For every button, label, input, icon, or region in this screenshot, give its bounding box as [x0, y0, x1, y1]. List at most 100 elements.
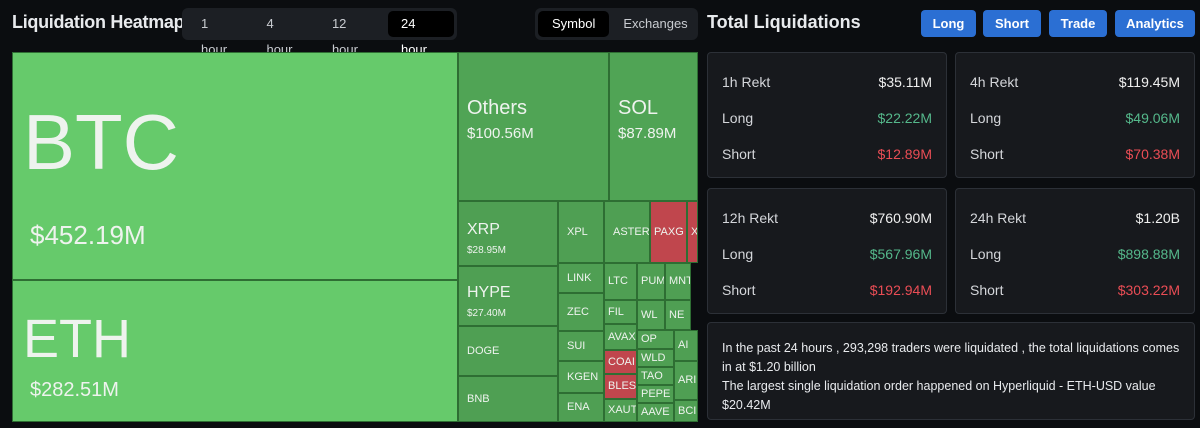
cell-symbol: BTC — [23, 98, 179, 187]
heatmap-cell[interactable]: ENA — [558, 393, 604, 422]
view-tab[interactable]: Symbol — [538, 11, 610, 37]
cell-symbol: X — [691, 225, 698, 238]
cell-symbol: NE — [669, 308, 685, 321]
cell-symbol: COAI — [608, 355, 635, 368]
cell-symbol: BLESS — [608, 380, 637, 392]
heatmap-cell[interactable]: BNB — [458, 376, 558, 422]
timeframe-tab[interactable]: 12 hour — [331, 16, 358, 57]
long-label: Long — [970, 110, 1002, 126]
heatmap-cell[interactable]: LTC — [604, 263, 637, 300]
heatmap-cell[interactable]: HYPE $27.40M — [458, 266, 558, 326]
cell-symbol: PEPE — [641, 387, 671, 400]
card-label: 12h Rekt — [722, 210, 779, 226]
heatmap-cell[interactable]: XPL — [558, 201, 604, 263]
heatmap-cell[interactable]: BTC $452.19M — [12, 52, 458, 280]
heatmap-cell[interactable]: XRP $28.95M — [458, 201, 558, 266]
cell-symbol: MNT — [669, 275, 691, 287]
heatmap-cell[interactable]: PUM — [637, 263, 665, 300]
heatmap-cell[interactable]: X — [687, 201, 698, 263]
heatmap-cell[interactable]: AAVE — [637, 403, 674, 422]
heatmap-cell[interactable]: MNT — [665, 263, 691, 300]
long-value: $22.22M — [877, 110, 932, 126]
summary-title: Total Liquidations — [707, 12, 861, 32]
heatmap-cell[interactable]: COAI — [604, 350, 637, 374]
timeframe-tab[interactable]: 4 hour — [266, 16, 293, 57]
view-tabs: Symbol Exchanges — [535, 8, 698, 40]
heatmap-cell[interactable]: ZEC — [558, 293, 604, 331]
heatmap-cell[interactable]: KGEN — [558, 361, 604, 393]
heatmap-cell[interactable]: PEPE — [637, 385, 674, 403]
heatmap-cell[interactable]: OP — [637, 330, 674, 349]
short-value: $70.38M — [1125, 146, 1180, 162]
short-button[interactable]: Short — [983, 10, 1041, 37]
heatmap-cell[interactable]: ARI — [674, 361, 698, 400]
timeframe-tabs: 1 hour 4 hour 12 hour 24 hour — [182, 8, 457, 57]
card-total: $760.90M — [869, 210, 932, 226]
card-label: 24h Rekt — [970, 210, 1027, 226]
heatmap-cell[interactable]: SOL $87.89M — [609, 52, 698, 201]
rekt-card: 4h Rekt $119.45M Long $49.06M Short $70.38M — [955, 52, 1195, 178]
cell-symbol: KGEN — [567, 370, 599, 383]
cell-symbol: TAO — [641, 369, 663, 382]
cell-symbol: AAVE — [641, 406, 670, 418]
heatmap-cell[interactable]: AI — [674, 330, 698, 361]
card-total: $119.45M — [1118, 74, 1180, 90]
cell-symbol: HYPE — [467, 284, 511, 301]
cell-value: $87.89M — [618, 124, 677, 142]
heatmap-cell[interactable]: ETH $282.51M — [12, 280, 458, 422]
cell-symbol: WLD — [641, 351, 666, 364]
heatmap-cell[interactable]: NE — [665, 300, 691, 330]
heatmap: BTC $452.19M ETH $282.51M Others $100.56M SOL $… — [12, 52, 698, 422]
short-label: Short — [722, 146, 756, 162]
short-label: Short — [970, 282, 1004, 298]
cell-symbol: XPL — [567, 225, 588, 238]
short-value: $192.94M — [869, 282, 932, 298]
short-value: $12.89M — [877, 146, 932, 162]
cell-symbol: ENA — [567, 401, 590, 413]
heatmap-cell[interactable]: BCI — [674, 400, 698, 422]
summary-note: In the past 24 hours , 293,298 traders w… — [707, 322, 1195, 420]
short-label: Short — [970, 146, 1004, 162]
heatmap-cell[interactable]: WL — [637, 300, 665, 330]
cell-symbol: ZEC — [567, 305, 589, 318]
cell-symbol: ETH — [23, 309, 131, 370]
heatmap-cell[interactable]: LINK — [558, 263, 604, 293]
cell-symbol: OP — [641, 333, 657, 345]
cell-value: $282.51M — [30, 379, 119, 402]
timeframe-tab[interactable]: 1 hour — [201, 16, 228, 57]
heatmap-cell[interactable]: BLESS — [604, 374, 637, 399]
cell-symbol: FIL — [608, 305, 624, 318]
note-line: The largest single liquidation order hap… — [722, 379, 1156, 412]
cell-value: $28.95M — [467, 244, 506, 256]
long-value: $898.88M — [1117, 246, 1180, 262]
heatmap-cell[interactable]: PAXG — [650, 201, 687, 263]
long-label: Long — [722, 110, 754, 126]
heatmap-cell[interactable]: DOGE — [458, 326, 558, 376]
cell-symbol: AVAX — [608, 330, 636, 343]
rekt-card: 1h Rekt $35.11M Long $22.22M Short $12.89M — [707, 52, 947, 178]
heatmap-cell[interactable]: ASTER — [604, 201, 650, 263]
heatmap-cell[interactable]: AVAX — [604, 324, 637, 350]
cell-symbol: DOGE — [467, 344, 500, 357]
heatmap-cell[interactable]: XAUT — [604, 399, 637, 422]
card-label: 4h Rekt — [970, 74, 1019, 90]
heatmap-cell[interactable]: WLD — [637, 349, 674, 367]
cell-value: $27.40M — [467, 308, 506, 319]
long-button[interactable]: Long — [921, 10, 976, 37]
cell-symbol: BNB — [467, 392, 490, 405]
analytics-button[interactable]: Analytics — [1115, 10, 1195, 37]
cell-symbol: LINK — [567, 271, 592, 284]
trade-button[interactable]: Trade — [1049, 10, 1107, 37]
cell-symbol: BCI — [678, 404, 697, 417]
heatmap-cell[interactable]: Others $100.56M — [458, 52, 609, 201]
heatmap-cell[interactable]: SUI — [558, 331, 604, 361]
rekt-card: 12h Rekt $760.90M Long $567.96M Short $192.94… — [707, 188, 947, 314]
heatmap-cell[interactable]: TAO — [637, 367, 674, 385]
cell-symbol: AI — [678, 339, 689, 351]
timeframe-tab[interactable]: 24 hour — [387, 11, 454, 57]
rekt-card: 24h Rekt $1.20B Long $898.88M Short $303.22M — [955, 188, 1195, 314]
heatmap-title: Liquidation Heatmap — [12, 12, 185, 32]
heatmap-cell[interactable]: FIL — [604, 300, 637, 324]
view-tab[interactable]: Exchanges — [623, 16, 688, 31]
